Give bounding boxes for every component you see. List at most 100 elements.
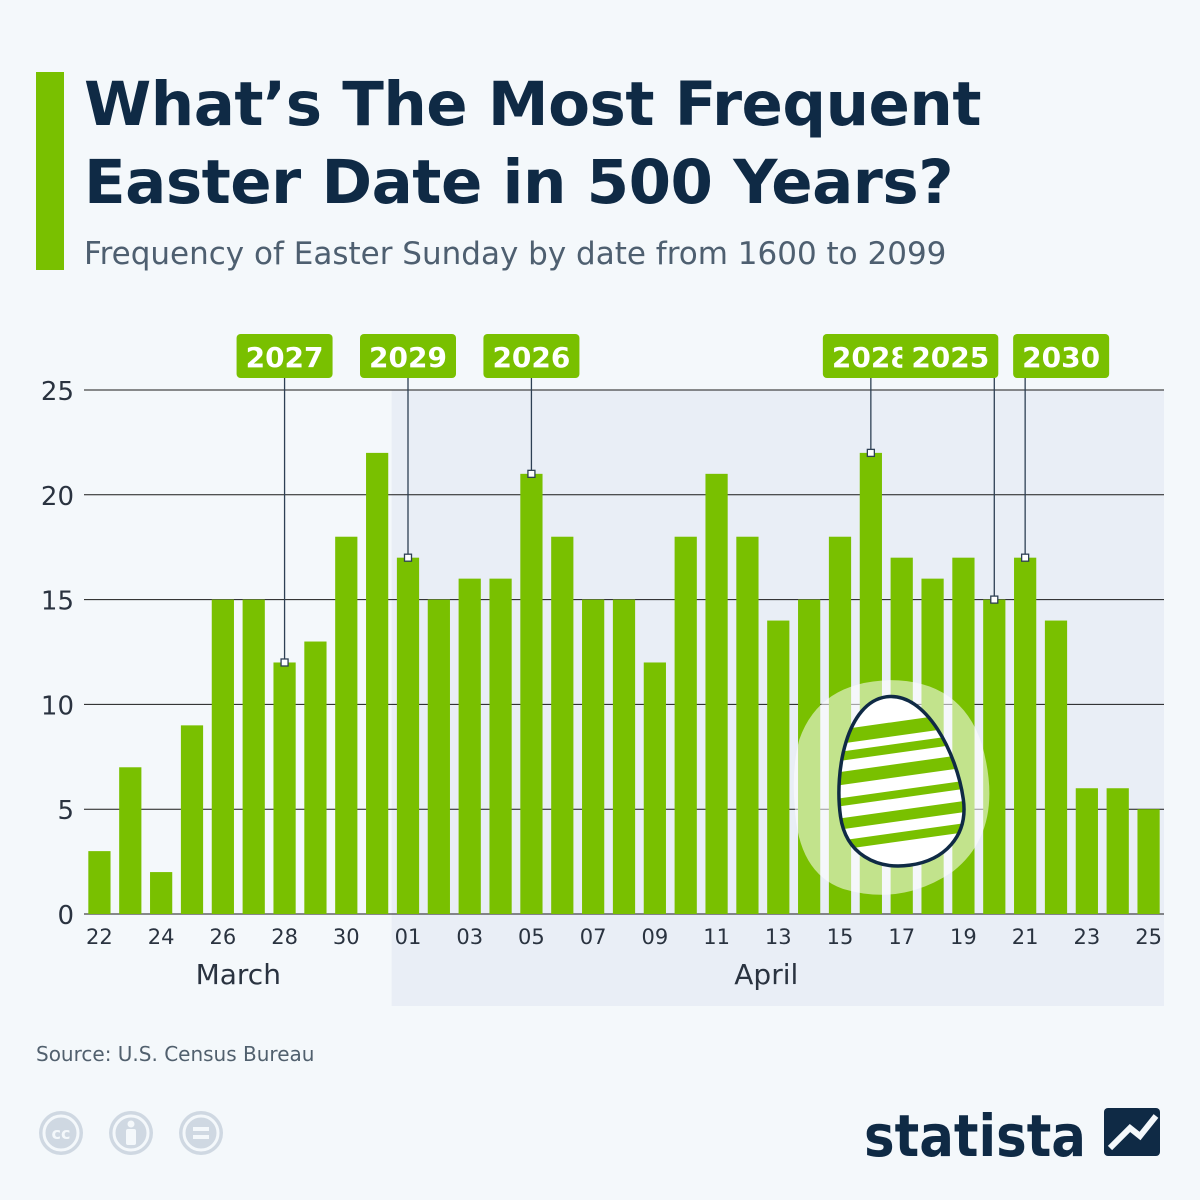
month-label: March bbox=[196, 958, 281, 991]
x-tick-label: 13 bbox=[765, 925, 792, 949]
y-tick-label: 15 bbox=[41, 587, 74, 617]
y-tick-label: 5 bbox=[57, 796, 74, 826]
bar bbox=[582, 599, 605, 914]
bar bbox=[1044, 620, 1068, 914]
license-icons: cc bbox=[39, 1111, 223, 1155]
bar bbox=[551, 536, 574, 914]
annotation-marker bbox=[990, 595, 999, 604]
bar bbox=[674, 536, 697, 914]
bar bbox=[612, 599, 636, 914]
x-tick-label: 26 bbox=[209, 925, 236, 949]
x-tick-label: 22 bbox=[86, 925, 113, 949]
annotation-marker bbox=[280, 658, 289, 667]
egg-stripe bbox=[835, 821, 972, 851]
accent-bar bbox=[36, 72, 64, 270]
annotation-label: 2027 bbox=[246, 341, 324, 374]
title-line-1: What’s The Most Frequent bbox=[84, 69, 981, 140]
x-tick-label: 09 bbox=[641, 925, 668, 949]
bar bbox=[705, 473, 728, 914]
x-tick-label: 24 bbox=[148, 925, 175, 949]
y-tick-label: 25 bbox=[41, 377, 74, 407]
bar bbox=[211, 599, 234, 914]
y-tick-label: 0 bbox=[57, 901, 74, 931]
egg-stripe bbox=[824, 734, 964, 764]
egg-group bbox=[793, 680, 990, 895]
annotation-box bbox=[1013, 334, 1110, 378]
bar bbox=[767, 620, 790, 914]
bar bbox=[1075, 788, 1098, 914]
x-tick-label: 25 bbox=[1135, 925, 1162, 949]
x-tick-label: 15 bbox=[827, 925, 854, 949]
x-tick-label: 11 bbox=[703, 925, 730, 949]
title-line-2: Easter Date in 500 Years? bbox=[84, 147, 954, 218]
egg-stripe bbox=[832, 799, 972, 831]
bar bbox=[335, 536, 358, 914]
y-tick-label: 20 bbox=[41, 482, 74, 512]
egg-stripes bbox=[824, 712, 972, 851]
annotation-box bbox=[360, 334, 456, 378]
bar bbox=[242, 599, 265, 914]
annotation-marker bbox=[527, 469, 536, 478]
attribution-icon[interactable] bbox=[109, 1111, 153, 1155]
bar bbox=[489, 578, 512, 914]
x-tick-label: 03 bbox=[456, 925, 483, 949]
bar bbox=[983, 599, 1006, 914]
x-tick-label: 28 bbox=[271, 925, 298, 949]
annotation-label: 2026 bbox=[492, 341, 570, 374]
annotation-label: 2025 bbox=[911, 341, 989, 374]
bar bbox=[1014, 557, 1037, 914]
bar bbox=[88, 851, 111, 914]
x-tick-label: 17 bbox=[888, 925, 915, 949]
bar bbox=[273, 662, 296, 914]
no-derivatives-icon[interactable] bbox=[179, 1111, 223, 1155]
x-tick-label: 21 bbox=[1012, 925, 1039, 949]
bar bbox=[520, 473, 543, 914]
egg-stripe bbox=[824, 712, 962, 747]
annotation-marker bbox=[403, 553, 413, 562]
x-tick-label: 23 bbox=[1073, 925, 1100, 949]
x-tick-label: 30 bbox=[333, 925, 360, 949]
annotation-label: 2028 bbox=[832, 341, 910, 374]
annotation-box bbox=[822, 334, 919, 378]
source-note: Source: U.S. Census Bureau bbox=[36, 1042, 315, 1066]
egg-stripe bbox=[826, 754, 967, 787]
cc-icon[interactable]: cc bbox=[39, 1111, 83, 1155]
bar bbox=[1137, 809, 1160, 914]
bar bbox=[1106, 788, 1129, 914]
x-tick-label: 01 bbox=[395, 925, 422, 949]
egg-outline bbox=[837, 694, 966, 868]
page-subtitle: Frequency of Easter Sunday by date from … bbox=[84, 236, 947, 272]
bar bbox=[366, 452, 389, 914]
annotation-label: 2030 bbox=[1022, 341, 1100, 374]
annotation-box bbox=[483, 334, 580, 378]
x-tick-label: 05 bbox=[518, 925, 545, 949]
year-annotations: 2027 2029 2026 2028 2025 2030 bbox=[236, 334, 1110, 667]
bar bbox=[119, 767, 142, 914]
bar bbox=[304, 641, 327, 914]
annotation-marker bbox=[1020, 553, 1030, 562]
svg-text:cc: cc bbox=[52, 1124, 71, 1143]
x-tick-label: 19 bbox=[950, 925, 977, 949]
statista-logo[interactable]: statista bbox=[864, 1098, 1164, 1168]
bar bbox=[736, 536, 759, 914]
annotation-label: 2029 bbox=[369, 341, 447, 374]
bar bbox=[643, 662, 666, 914]
y-tick-label: 10 bbox=[41, 691, 74, 721]
easter-egg-illustration bbox=[793, 680, 990, 895]
month-label: April bbox=[734, 958, 798, 991]
bar bbox=[180, 725, 204, 914]
page-title: What’s The Most Frequent Easter Date in … bbox=[84, 66, 1164, 222]
annotation-box bbox=[236, 334, 333, 378]
statista-mark-icon bbox=[1104, 1108, 1160, 1156]
bar bbox=[396, 557, 420, 914]
annotation-marker bbox=[866, 448, 876, 458]
bar bbox=[458, 578, 481, 914]
bar bbox=[427, 599, 450, 914]
egg-stripe bbox=[830, 780, 970, 808]
x-tick-label: 07 bbox=[580, 925, 607, 949]
annotation-box bbox=[902, 334, 999, 378]
bar bbox=[150, 872, 173, 914]
brand-wordmark: statista bbox=[864, 1102, 1086, 1168]
